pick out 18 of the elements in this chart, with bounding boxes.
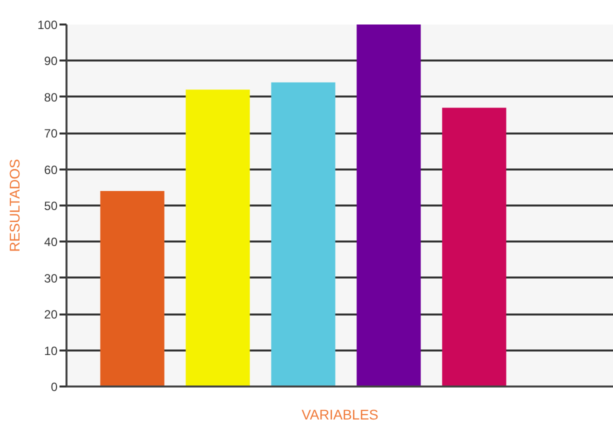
- bar: [186, 90, 250, 386]
- y-tick-label: 60: [44, 162, 58, 177]
- bar: [356, 24, 421, 386]
- y-tick-label: 40: [44, 235, 58, 250]
- y-tick-label: 90: [44, 54, 58, 68]
- y-tick-label: 30: [44, 271, 58, 286]
- y-tick-label: 70: [44, 126, 58, 141]
- y-tick-label: 50: [44, 199, 58, 213]
- bar: [442, 108, 506, 386]
- x-axis-title: VARIABLES: [302, 406, 378, 422]
- y-tick-label: 20: [44, 308, 58, 322]
- y-axis-title: RESULTADOS: [6, 159, 22, 252]
- y-tick-label: 0: [50, 380, 58, 394]
- y-tick-label: 100: [37, 18, 58, 32]
- bar: [100, 191, 164, 386]
- y-tick-label: 80: [44, 90, 58, 104]
- y-tick-label: 10: [44, 344, 58, 358]
- bar: [271, 82, 336, 386]
